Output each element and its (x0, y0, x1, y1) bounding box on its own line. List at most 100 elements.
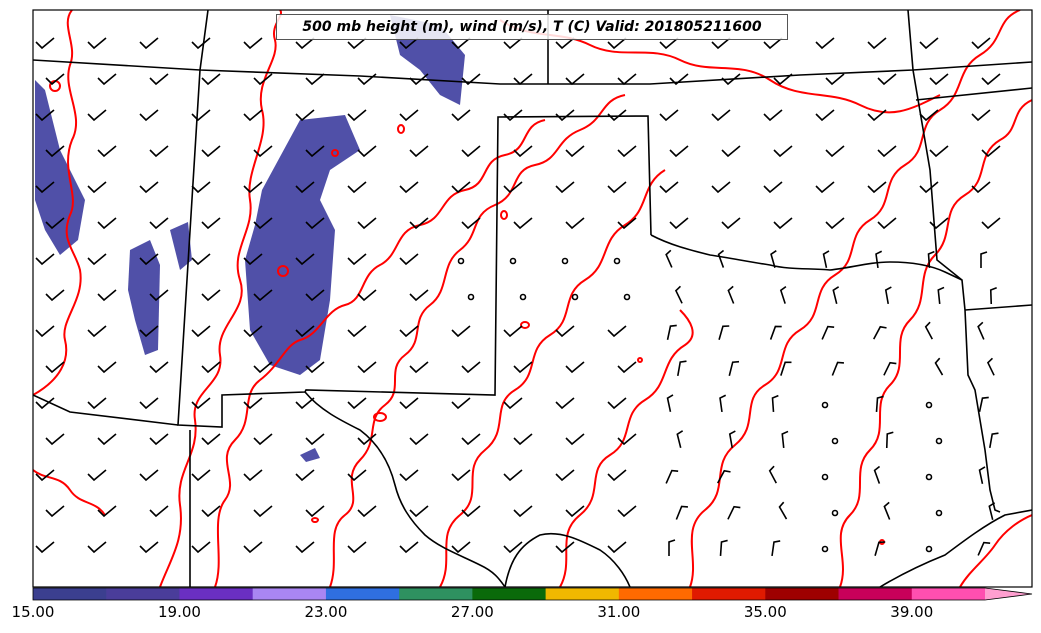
wind-barb (919, 37, 939, 50)
map-background (33, 10, 1032, 587)
wind-barb (139, 181, 159, 194)
wind-barb (253, 289, 273, 302)
wind-barb (770, 250, 777, 268)
wind-barb (935, 437, 943, 445)
wind-barb (295, 469, 315, 482)
wind-barb (883, 361, 897, 376)
wind-barb (357, 145, 377, 158)
wind-barb (875, 250, 883, 269)
wind-barb (97, 217, 117, 230)
wind-barb (45, 217, 65, 230)
wind-barb (503, 469, 523, 482)
wind-barb (149, 505, 169, 518)
wind-barb (873, 325, 887, 340)
wind-barb (357, 361, 377, 374)
wind-barb (768, 465, 777, 484)
wind-barb (305, 505, 325, 518)
wind-barb (773, 145, 793, 158)
wind-barb (45, 433, 65, 446)
wind-barb (201, 217, 221, 230)
wind-barb (461, 433, 481, 446)
wind-barb (934, 357, 944, 376)
wind-barb (191, 397, 211, 410)
wind-barb (35, 253, 55, 266)
wind-barb (980, 251, 988, 268)
colorbar-outline (32, 587, 1033, 601)
colorbar-tick-label: 31.00 (597, 603, 641, 621)
wind-barb (347, 325, 367, 338)
wind-barb (669, 73, 689, 86)
wind-barb (666, 324, 677, 341)
wind-barb (399, 541, 419, 554)
colorbar-bin (692, 588, 766, 600)
wind-barb (978, 466, 986, 485)
wind-barb (399, 181, 419, 194)
wind-barb (201, 73, 221, 86)
wind-barb (451, 109, 471, 122)
wind-barb (665, 469, 679, 484)
wind-barb (253, 361, 273, 374)
wind-barb (457, 257, 465, 265)
wind-barb (243, 253, 263, 266)
wind-barb (35, 181, 55, 194)
wind-barb (977, 321, 985, 340)
wind-barb (555, 109, 575, 122)
wind-barb (503, 325, 523, 338)
wind-barb (305, 217, 325, 230)
wind-barb (87, 253, 107, 266)
wind-barb (676, 430, 684, 448)
wind-barb (971, 109, 991, 122)
wind-barb (607, 469, 627, 482)
wind-barb (659, 109, 679, 122)
wind-barb (461, 73, 481, 86)
wind-barb (461, 361, 481, 374)
wind-barb (347, 181, 367, 194)
wind-barb (409, 505, 429, 518)
wind-barb (565, 361, 585, 374)
wind-barb (347, 541, 367, 554)
wind-barb (409, 145, 429, 158)
wind-barb (929, 145, 949, 158)
colorbar-bin (106, 588, 180, 600)
wind-barb (613, 257, 621, 265)
wind-barb (981, 217, 1001, 230)
wind-barb (779, 285, 787, 304)
wind-barb (825, 73, 845, 86)
wind-barb (243, 181, 263, 194)
wind-barb (988, 502, 996, 520)
wind-barb (780, 361, 792, 376)
wind-barb (513, 217, 533, 230)
wind-barb (305, 361, 325, 374)
wind-barb (253, 505, 273, 518)
wind-barb (467, 293, 475, 301)
colorbar-bin (765, 588, 840, 600)
wind-barb (981, 73, 1001, 86)
colorbar-bin (911, 588, 986, 600)
wind-barb (347, 469, 367, 482)
wind-barb (201, 433, 221, 446)
wind-barb (45, 289, 65, 302)
wind-barb (35, 109, 55, 122)
wind-barb (139, 253, 159, 266)
wind-barb (884, 286, 892, 305)
wind-barb (925, 473, 933, 481)
wind-barb (937, 286, 945, 305)
wind-barb (555, 469, 575, 482)
wind-barb (555, 397, 575, 410)
colorbar-extend-arrow (985, 588, 1032, 600)
wind-barb (565, 217, 585, 230)
wind-barb (513, 145, 533, 158)
wind-barb (35, 397, 55, 410)
wind-barb (981, 145, 1001, 158)
wind-barb (451, 541, 471, 554)
wind-barb (45, 73, 65, 86)
wind-barb (97, 145, 117, 158)
wind-barb (87, 109, 107, 122)
wind-barb (607, 181, 627, 194)
wind-barb (97, 289, 117, 302)
wind-barb (253, 73, 273, 86)
wind-barb (461, 217, 481, 230)
wind-barb (35, 37, 55, 50)
wind-barb (971, 181, 991, 194)
wind-barb (87, 541, 107, 554)
